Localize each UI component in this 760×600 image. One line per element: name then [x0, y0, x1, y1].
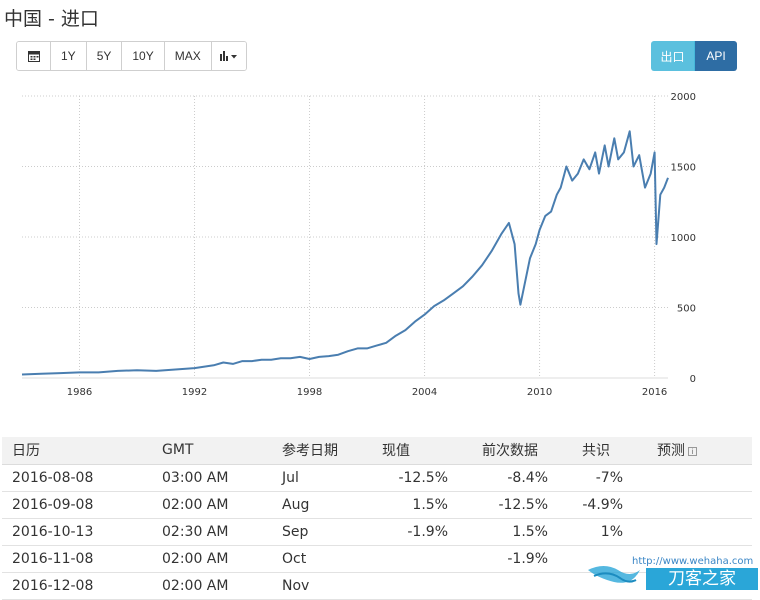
col-header-calendar: 日历 — [2, 437, 152, 465]
watermark-brand: 刀客之家 — [646, 568, 758, 590]
watermark: http://www.wehaha.com 刀客之家 — [584, 556, 760, 592]
cell-previous: -8.4% — [472, 464, 572, 492]
x-tick-label: 2010 — [527, 387, 552, 398]
cell-actual: 1.5% — [372, 491, 472, 519]
export-button[interactable]: 出口 — [651, 41, 695, 71]
col-header-forecast: 预测 i — [647, 437, 752, 465]
x-tick-label: 1998 — [297, 387, 322, 398]
x-tick-label: 2016 — [642, 387, 667, 398]
y-tick-label: 1000 — [671, 233, 696, 244]
y-tick-label: 500 — [677, 304, 696, 315]
col-header-gmt: GMT — [152, 437, 272, 465]
chart-panel — [2, 37, 752, 420]
api-button[interactable]: API — [695, 41, 737, 71]
cell-date: 2016-11-08 — [2, 545, 152, 573]
range-5y-button[interactable]: 5Y — [86, 42, 123, 70]
table-row: 2016-11-08 02:00 AM Oct -1.9% — [2, 545, 752, 573]
table-row: 2016-09-08 02:00 AM Aug 1.5% -12.5% -4.9… — [2, 491, 752, 519]
cell-forecast — [647, 464, 752, 492]
col-header-reference: 参考日期 — [272, 437, 372, 465]
cell-forecast — [647, 518, 752, 546]
cell-previous: -1.9% — [472, 545, 572, 573]
chart-type-button[interactable] — [211, 42, 246, 70]
cell-actual — [372, 545, 472, 573]
x-tick-label: 1986 — [67, 387, 92, 398]
cell-time: 02:00 AM — [152, 491, 272, 519]
info-icon[interactable]: i — [688, 446, 697, 456]
cell-reference: Nov — [272, 572, 372, 600]
page-title: 中国 - 进口 — [4, 8, 99, 30]
range-10y-button[interactable]: 10Y — [122, 42, 165, 70]
watermark-logo-icon — [588, 566, 640, 583]
y-tick-label: 2000 — [671, 92, 696, 103]
cell-date: 2016-09-08 — [2, 491, 152, 519]
cell-time: 02:00 AM — [152, 545, 272, 573]
cell-date: 2016-10-13 — [2, 518, 152, 546]
cell-actual: -1.9% — [372, 518, 472, 546]
range-1y-button[interactable]: 1Y — [51, 42, 87, 70]
cell-reference: Jul — [272, 464, 372, 492]
cell-consensus: -7% — [572, 464, 647, 492]
cell-date: 2016-12-08 — [2, 572, 152, 600]
cell-consensus: 1% — [572, 518, 647, 546]
table-header-row: 日历 GMT 参考日期 现值 前次数据 共识 预测 i — [2, 437, 752, 465]
cell-date: 2016-08-08 — [2, 464, 152, 492]
cell-reference: Oct — [272, 545, 372, 573]
y-tick-label: 1500 — [671, 163, 696, 174]
cell-forecast — [647, 491, 752, 519]
export-api-group: 出口 API — [651, 41, 737, 71]
cell-previous — [472, 572, 572, 600]
col-header-forecast-label: 预测 — [657, 443, 685, 460]
range-max-button[interactable]: MAX — [164, 42, 212, 70]
calendar-button[interactable] — [17, 42, 51, 70]
imports-line-chart: 0 500 1000 1500 2000 1986 1992 1998 2004 2010 2016 — [21, 92, 696, 398]
series-line — [21, 130, 669, 376]
col-header-consensus: 共识 — [572, 437, 647, 465]
cell-time: 02:30 AM — [152, 518, 272, 546]
cell-actual — [372, 572, 472, 600]
table-row: 2016-08-08 03:00 AM Jul -12.5% -8.4% -7% — [2, 464, 752, 492]
cell-forecast — [647, 545, 752, 573]
cell-reference: Sep — [272, 518, 372, 546]
cell-time: 03:00 AM — [152, 464, 272, 492]
cell-actual: -12.5% — [372, 464, 472, 492]
cell-previous: 1.5% — [472, 518, 572, 546]
x-tick-label: 2004 — [412, 387, 437, 398]
range-button-group: 1Y 5Y 10Y MAX — [16, 41, 247, 71]
y-tick-label: 0 — [690, 374, 696, 385]
calendar-icon — [27, 51, 40, 62]
cell-time: 02:00 AM — [152, 572, 272, 600]
watermark-url: http://www.wehaha.com — [632, 556, 754, 567]
cell-reference: Aug — [272, 491, 372, 519]
bar-chart-icon — [219, 51, 237, 61]
cell-previous: -12.5% — [472, 491, 572, 519]
x-tick-label: 1992 — [182, 387, 207, 398]
table-row: 2016-10-13 02:30 AM Sep -1.9% 1.5% 1% — [2, 518, 752, 546]
col-header-actual: 现值 — [372, 437, 472, 465]
col-header-previous: 前次数据 — [472, 437, 572, 465]
cell-consensus: -4.9% — [572, 491, 647, 519]
